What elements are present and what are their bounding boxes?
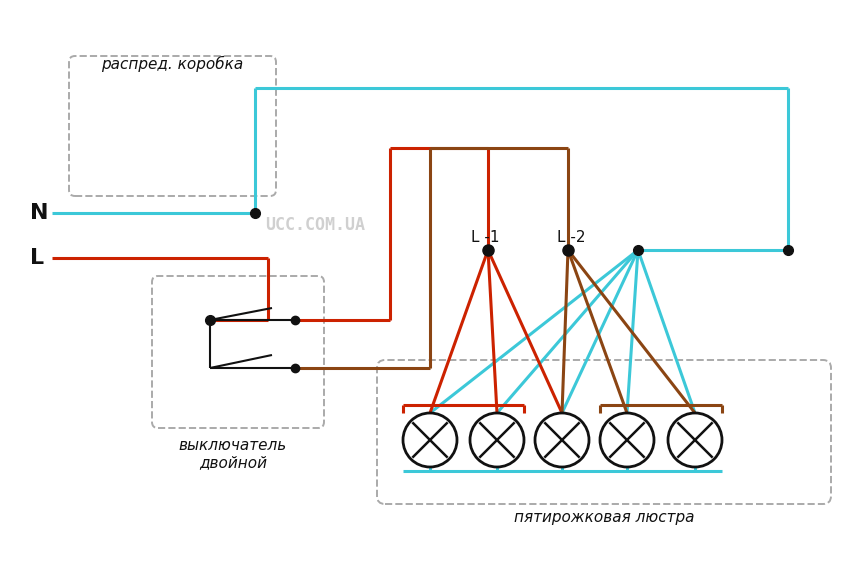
Text: распред. коробка: распред. коробка: [101, 56, 243, 72]
Text: UCC.COM.UA: UCC.COM.UA: [265, 216, 365, 234]
Circle shape: [470, 413, 524, 467]
Circle shape: [535, 413, 589, 467]
Text: выключатель: выключатель: [179, 438, 287, 453]
Circle shape: [668, 413, 722, 467]
Text: L -2: L -2: [557, 230, 585, 245]
Circle shape: [403, 413, 457, 467]
Text: двойной: двойной: [199, 455, 267, 470]
Text: L -1: L -1: [471, 230, 500, 245]
Text: L: L: [30, 248, 44, 268]
Text: N: N: [30, 203, 49, 223]
Text: пятирожковая люстра: пятирожковая люстра: [514, 510, 694, 525]
Circle shape: [600, 413, 654, 467]
